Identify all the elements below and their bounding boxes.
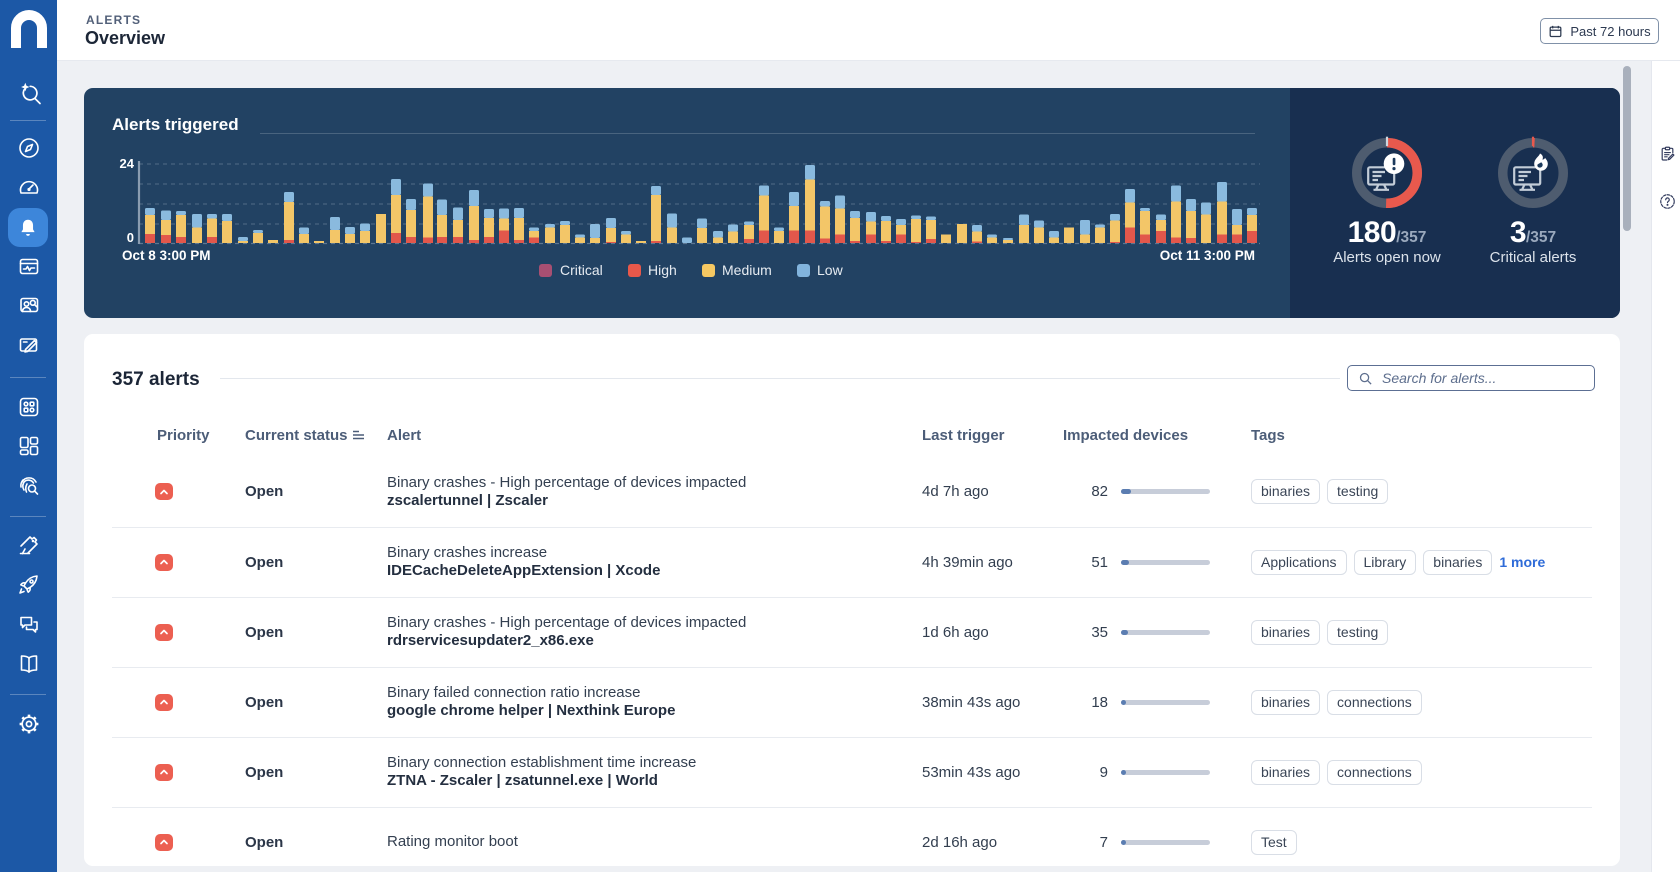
svg-text:Low: Low <box>817 262 844 278</box>
svg-text:High: High <box>648 262 677 278</box>
svg-text:Medium: Medium <box>722 262 772 278</box>
svg-text:Oct 11 3:00 PM: Oct 11 3:00 PM <box>1160 248 1255 263</box>
svg-text:Critical: Critical <box>560 262 603 278</box>
svg-text:24: 24 <box>120 156 135 171</box>
svg-text:0: 0 <box>127 230 134 245</box>
svg-text:Oct 8 3:00 PM: Oct 8 3:00 PM <box>122 248 211 263</box>
